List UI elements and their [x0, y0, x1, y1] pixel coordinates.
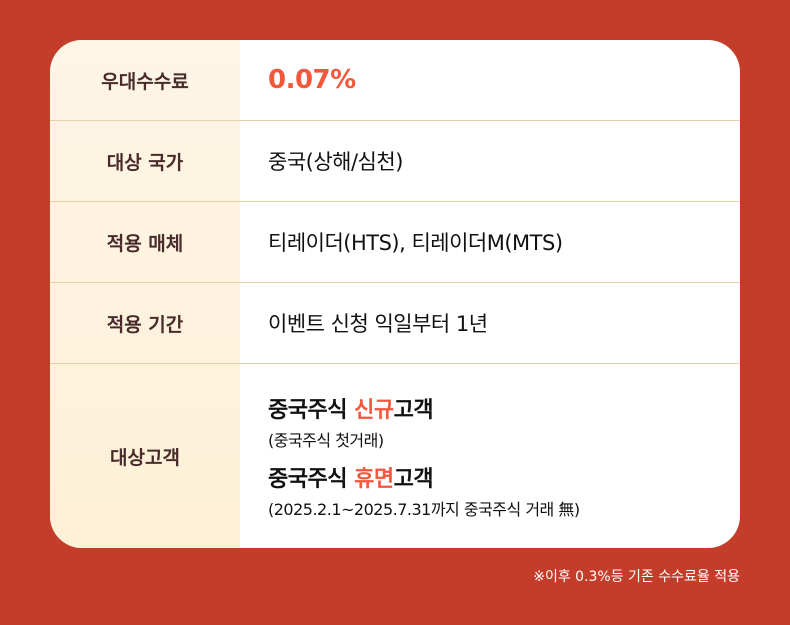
row-value: 중국(상해/심천): [268, 150, 403, 174]
row-target: 대상고객 중국주식 신규고객 (중국주식 첫거래) 중국주식 휴면고객 (202…: [50, 364, 740, 548]
text: 중국주식: [268, 467, 355, 492]
row-period: 적용 기간 이벤트 신청 익일부터 1년: [50, 283, 740, 364]
text: 중국주식: [268, 398, 355, 423]
row-value: 티레이더(HTS), 티레이더M(MTS): [268, 231, 563, 255]
row-label: 적용 매체: [106, 232, 184, 255]
highlight-text: 신규: [354, 398, 394, 423]
info-card: 우대수수료 0.07% 대상 국가 중국(상해/심천) 적용 매체 티레이더(H…: [50, 40, 740, 548]
row-label: 대상고객: [110, 446, 180, 469]
row-value: 이벤트 신청 익일부터 1년: [268, 312, 488, 336]
target-new-note: (중국주식 첫거래): [268, 431, 384, 450]
target-values: 중국주식 신규고객 (중국주식 첫거래) 중국주식 휴면고객 (2025.2.1…: [240, 392, 580, 520]
row-country: 대상 국가 중국(상해/심천): [50, 121, 740, 202]
text: 고객: [393, 467, 434, 492]
highlight-text: 휴면: [354, 467, 394, 492]
target-dormant: 중국주식 휴면고객: [268, 461, 580, 493]
fee-rate: 0.07%: [268, 65, 356, 95]
footnote: ※이후 0.3%등 기존 수수료율 적용: [533, 569, 740, 585]
text: 고객: [393, 398, 434, 423]
label-column: [50, 40, 240, 548]
row-fee: 우대수수료 0.07%: [50, 40, 740, 121]
row-label: 적용 기간: [106, 313, 184, 336]
target-new: 중국주식 신규고객: [268, 392, 580, 424]
row-label: 우대수수료: [101, 70, 189, 93]
target-dormant-note: (2025.2.1~2025.7.31까지 중국주식 거래 無): [268, 500, 580, 519]
row-label: 대상 국가: [106, 151, 184, 174]
row-media: 적용 매체 티레이더(HTS), 티레이더M(MTS): [50, 202, 740, 283]
